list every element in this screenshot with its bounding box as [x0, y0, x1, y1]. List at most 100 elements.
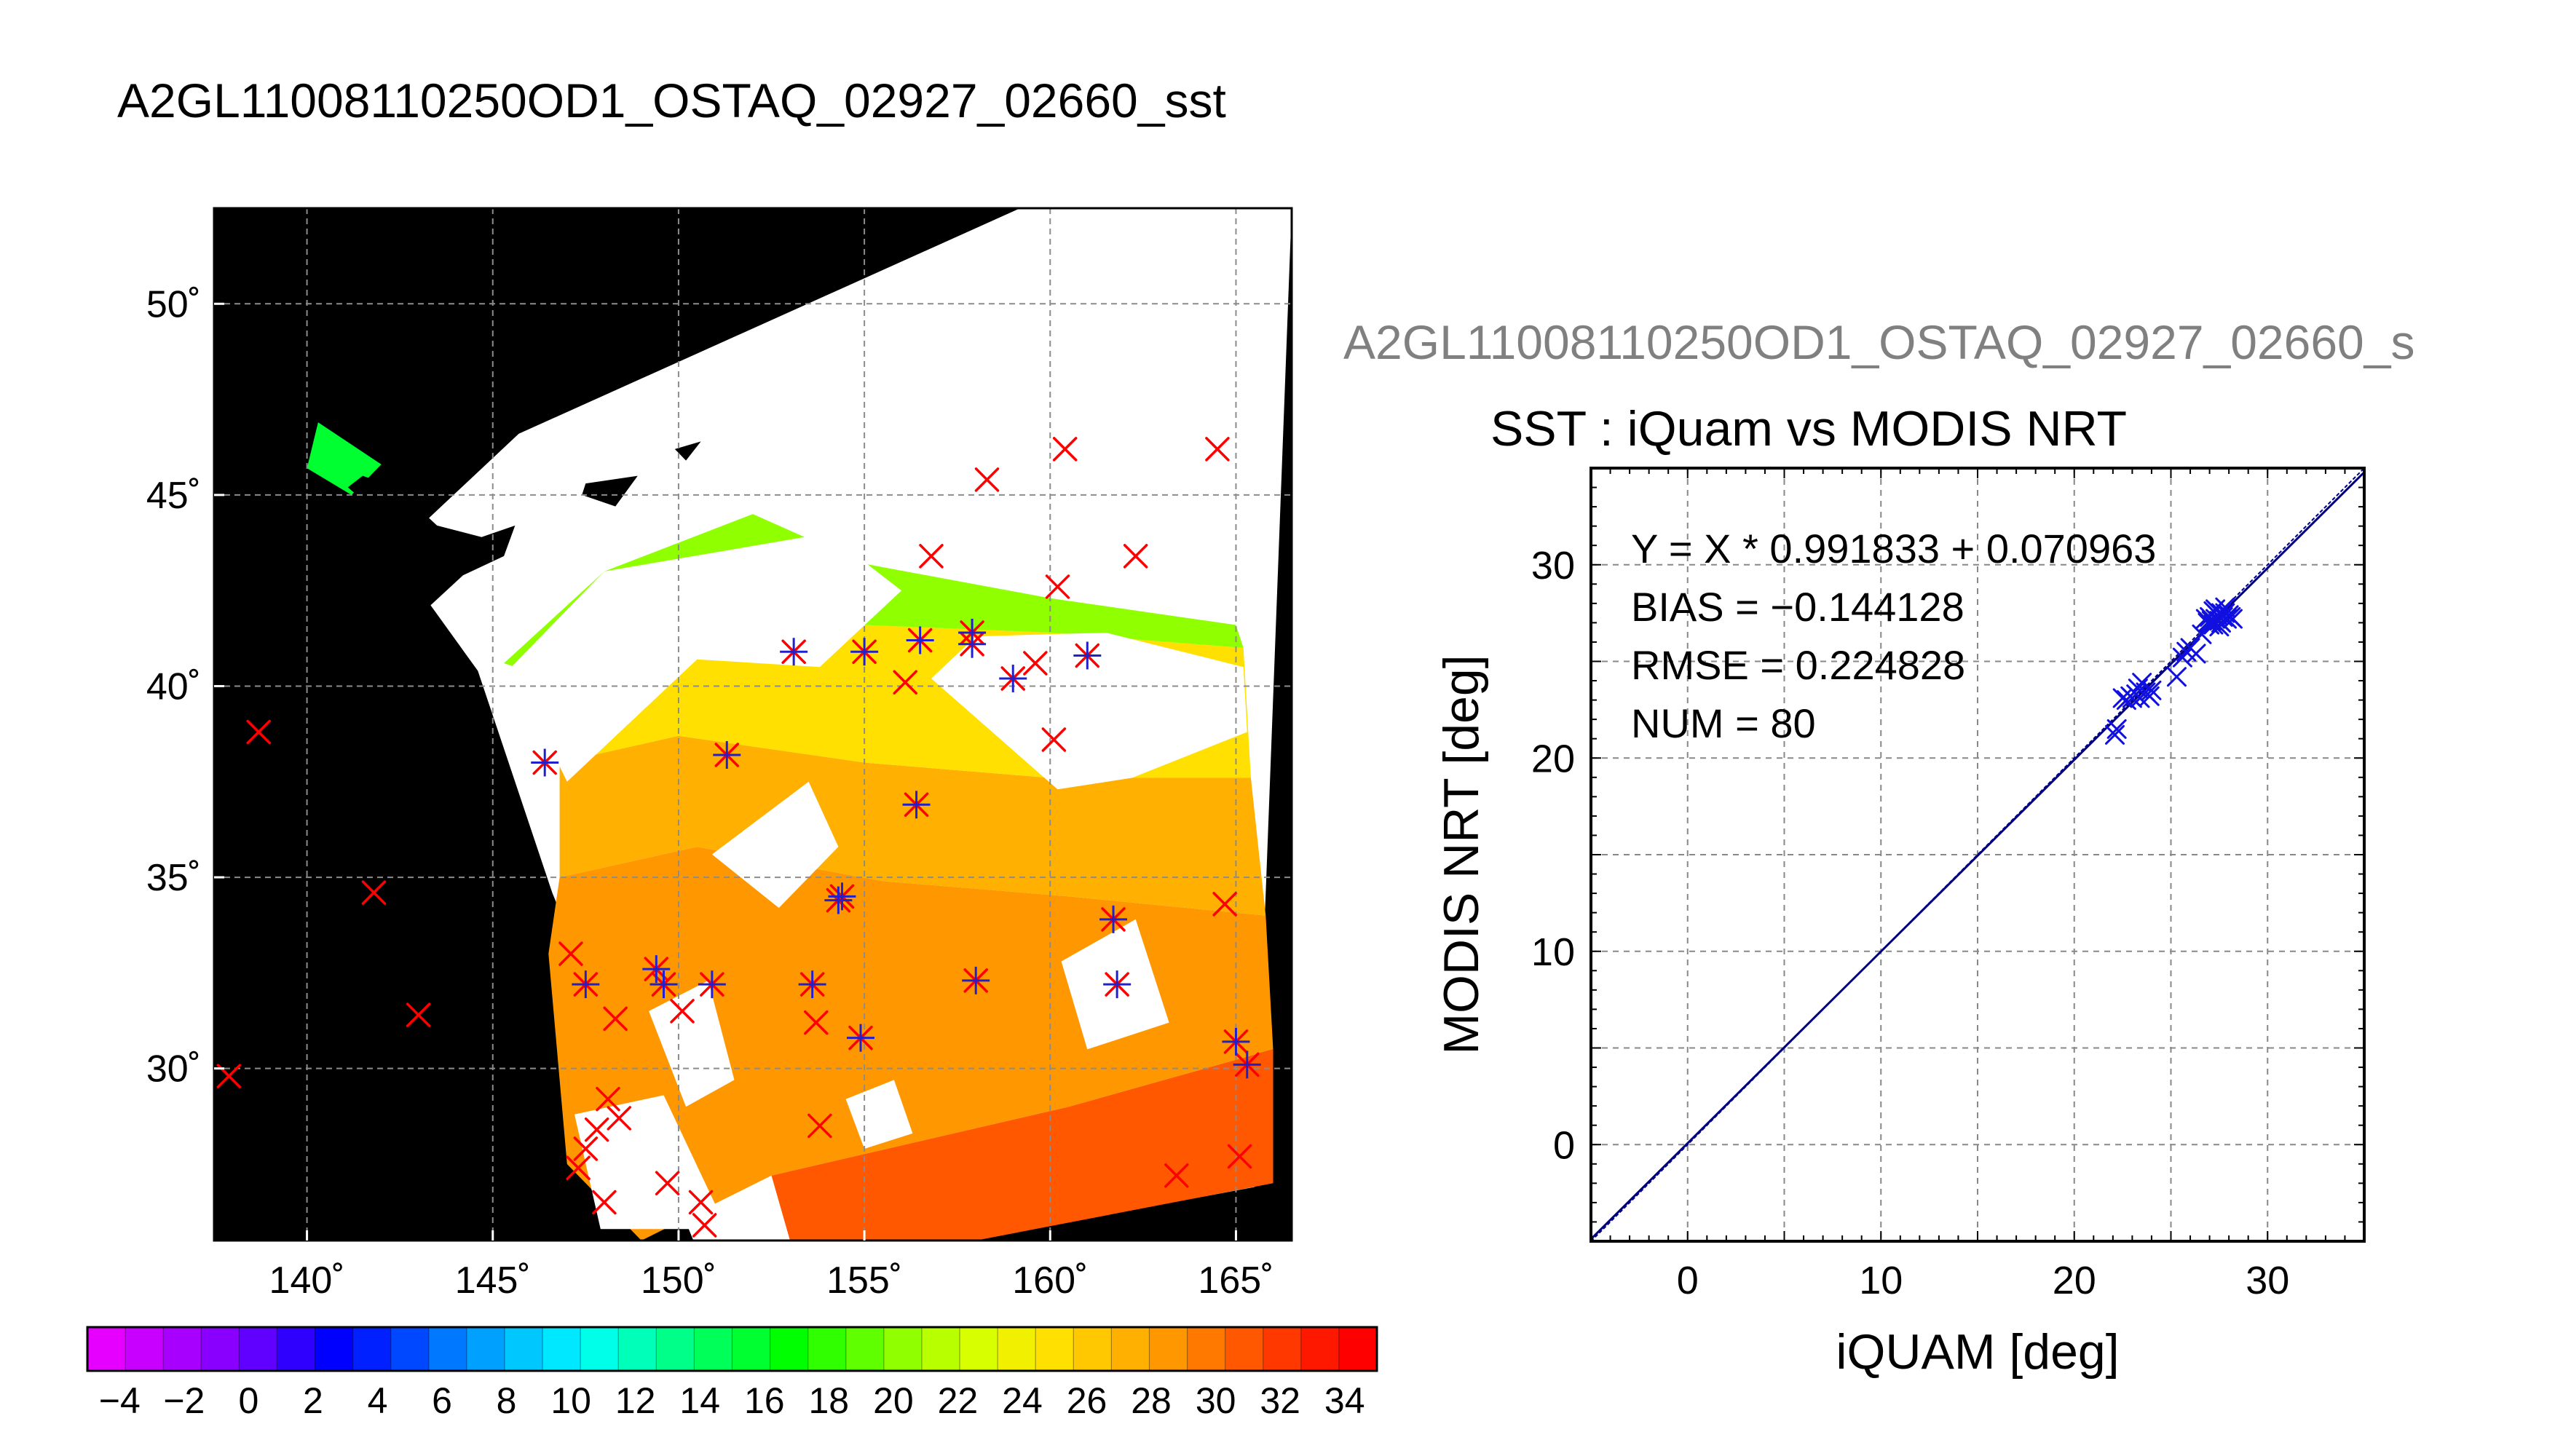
colorbar-swatch: [315, 1327, 354, 1371]
colorbar-swatch: [1225, 1327, 1264, 1371]
scatter-y-tick-label: 30: [1531, 544, 1575, 587]
iquam-marker: [566, 1155, 591, 1180]
colorbar-tick-label: 10: [550, 1380, 591, 1421]
iquam-marker: [1041, 727, 1067, 752]
sst-map-panel: 140˚ 145˚ 150˚ 155˚ 160˚ 165˚ 30˚ 35˚ 40˚ 45˚ 50˚: [146, 207, 1293, 1302]
colorbar-swatch: [580, 1327, 619, 1371]
iquam-marker: [1052, 437, 1078, 462]
scatter-x-ticks: 0 10 20 30: [1677, 1259, 2290, 1302]
colorbar-swatch: [960, 1327, 998, 1371]
colorbar-swatch: [732, 1327, 771, 1371]
colorbar-swatch: [1338, 1327, 1378, 1371]
page-title: A2GL11008110250OD1_OSTAQ_02927_02660_sst: [117, 74, 1226, 127]
colorbar-swatch: [428, 1327, 467, 1371]
land-mass: [303, 475, 516, 610]
colorbar-swatch: [201, 1327, 240, 1371]
scatter-point: [2186, 644, 2206, 664]
iquam-marker: [596, 1086, 620, 1112]
colorbar-swatch: [618, 1327, 657, 1371]
scatter-y-tick-label: 0: [1553, 1123, 1575, 1167]
colorbar-swatch: [1149, 1327, 1188, 1371]
map-lat-tick-label: 40˚: [146, 665, 201, 708]
colorbar-tick-label: 14: [679, 1380, 720, 1421]
iquam-marker: [406, 1002, 431, 1027]
colorbar-tick-label: 26: [1067, 1380, 1107, 1421]
map-lat-tick-label: 35˚: [146, 857, 201, 899]
colorbar: [86, 1326, 1378, 1372]
scatter-point: [2205, 599, 2226, 620]
land-mass: [370, 208, 467, 438]
colorbar-swatch: [1187, 1327, 1226, 1371]
scatter-point: [2192, 624, 2212, 644]
scatter-grid: [1591, 468, 2364, 1241]
scatter-point: [2105, 724, 2125, 745]
map-lon-tick-label: 145˚: [455, 1259, 531, 1302]
colorbar-tick-label: 30: [1196, 1380, 1236, 1421]
colorbar-swatch: [466, 1327, 505, 1371]
cloud-patch: [511, 533, 902, 782]
colorbar-swatch: [239, 1327, 278, 1371]
colorbar-swatch: [1035, 1327, 1074, 1371]
colorbar-swatch: [694, 1327, 733, 1371]
iquam-marker: [919, 544, 944, 569]
cloud-patch: [711, 781, 839, 909]
scatter-y-tick-label: 10: [1531, 930, 1575, 974]
colorbar-tick-label: 2: [303, 1380, 323, 1421]
scatter-x-tick-label: 20: [2053, 1259, 2096, 1302]
iquam-marker: [584, 1117, 609, 1142]
iquam-marker: [1023, 651, 1048, 676]
iquam-marker: [692, 1213, 717, 1238]
colorbar-swatch: [504, 1327, 543, 1371]
colorbar-frame: [86, 1326, 1378, 1372]
iquam-marker: [573, 1136, 599, 1161]
map-lon-tick-label: 150˚: [641, 1259, 716, 1302]
colorbar-tick-label: 20: [873, 1380, 914, 1421]
colorbar-tick-label: 8: [497, 1380, 517, 1421]
colorbar-swatch: [163, 1327, 202, 1371]
colorbar-swatch: [656, 1327, 695, 1371]
colorbar-tick-label: 0: [238, 1380, 258, 1421]
colorbar-tick-label: 18: [809, 1380, 850, 1421]
colorbar-tick-label: −4: [99, 1380, 141, 1421]
colorbar-tick-label: −2: [163, 1380, 205, 1421]
colorbar-swatch: [1263, 1327, 1302, 1371]
iquam-marker: [1123, 544, 1148, 569]
scatter-panel: 0 10 20 30 0 10 20 30 Y = X * 0.991833 + 0.070…: [1531, 467, 2366, 1302]
map-lon-tick-label: 165˚: [1198, 1259, 1273, 1302]
land-mass: [674, 441, 701, 461]
stat-fit-equation: Y = X * 0.991833 + 0.070963: [1631, 526, 2156, 571]
scatter-minor-ticks: [1590, 467, 2365, 1242]
scatter-header: A2GL11008110250OD1_OSTAQ_02927_02660_s: [1343, 315, 2414, 369]
colorbar-swatch: [277, 1327, 316, 1371]
scatter-point: [2132, 673, 2152, 693]
colorbar-tick-label: 22: [938, 1380, 979, 1421]
scatter-y-tick-label: 20: [1531, 737, 1575, 780]
stat-bias: BIAS = −0.144128: [1631, 584, 1964, 630]
map-frame: [213, 207, 1293, 1242]
map-land: [303, 208, 931, 610]
colorbar-swatch: [807, 1327, 847, 1371]
scatter-point: [2209, 617, 2230, 637]
scatter-x-tick-label: 10: [1859, 1259, 1903, 1302]
map-lat-tick-label: 45˚: [146, 475, 201, 517]
colorbar-swatch: [921, 1327, 960, 1371]
map-lon-tick-label: 140˚: [269, 1259, 345, 1302]
colorbar-tick-label: 28: [1131, 1380, 1172, 1421]
scatter-point: [2172, 647, 2192, 668]
map-lat-ticks: 30˚ 35˚ 40˚ 45˚ 50˚: [146, 283, 224, 1091]
colorbar-swatch: [883, 1327, 923, 1371]
map-cloud-mask: [392, 208, 1273, 1230]
stat-num: NUM = 80: [1631, 700, 1816, 746]
iquam-marker: [974, 467, 1000, 492]
iquam-marker: [804, 1010, 829, 1035]
colorbar-swatch: [125, 1327, 164, 1371]
scatter-point: [2139, 686, 2160, 706]
stat-rmse: RMSE = 0.224828: [1631, 642, 1965, 688]
iquam-marker: [558, 941, 583, 966]
map-lon-tick-label: 155˚: [826, 1259, 902, 1302]
scatter-x-tick-label: 30: [2246, 1259, 2289, 1302]
colorbar-swatch: [352, 1327, 392, 1371]
colorbar-tick-label: 12: [615, 1380, 656, 1421]
iquam-marker: [246, 719, 271, 745]
